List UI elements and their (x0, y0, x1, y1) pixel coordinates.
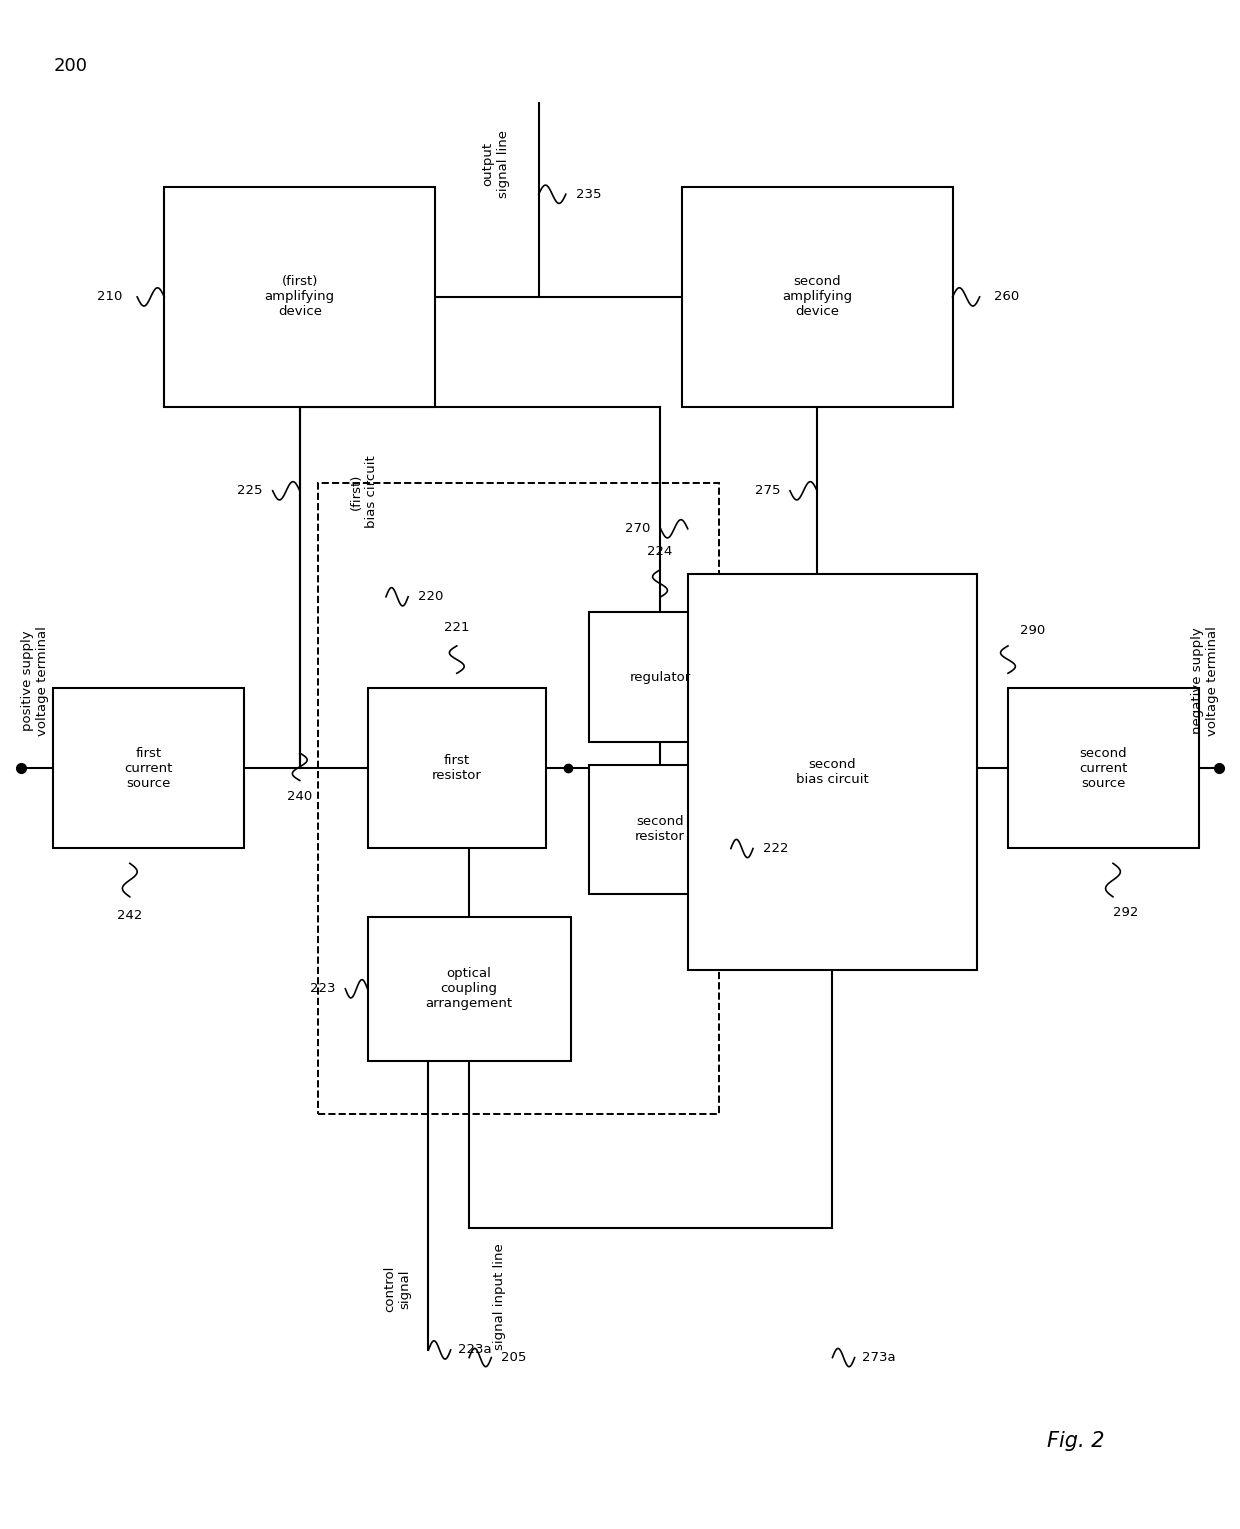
Text: negative supply
voltage terminal: negative supply voltage terminal (1192, 625, 1219, 735)
Text: 223: 223 (310, 982, 336, 995)
Text: 225: 225 (237, 485, 263, 497)
Text: 290: 290 (1021, 624, 1045, 636)
Text: second
resistor: second resistor (635, 815, 684, 842)
Bar (53, 688, 244, 849)
Text: output
signal line: output signal line (481, 130, 510, 197)
Text: 235: 235 (575, 188, 601, 200)
Bar (688, 575, 977, 969)
Text: second
bias circuit: second bias circuit (796, 758, 869, 786)
Text: first
current
source: first current source (125, 746, 174, 790)
Bar (367, 916, 570, 1061)
Text: regulator: regulator (630, 671, 691, 683)
Text: 224: 224 (647, 544, 673, 558)
Bar (164, 187, 435, 407)
Text: 240: 240 (288, 789, 312, 803)
Bar (1008, 688, 1199, 849)
Text: 292: 292 (1114, 905, 1138, 919)
Bar (319, 483, 718, 1115)
Text: 242: 242 (117, 908, 143, 922)
Text: 275: 275 (755, 485, 780, 497)
Text: 222: 222 (763, 842, 789, 855)
Text: 221: 221 (444, 621, 470, 633)
Text: second
amplifying
device: second amplifying device (782, 275, 852, 318)
Bar (589, 613, 730, 742)
Text: control
signal: control signal (383, 1266, 412, 1312)
Text: 223a: 223a (458, 1344, 492, 1356)
Text: first
resistor: first resistor (432, 754, 482, 783)
Text: signal input line: signal input line (494, 1243, 506, 1350)
Text: (first)
amplifying
device: (first) amplifying device (264, 275, 335, 318)
Text: 273a: 273a (862, 1352, 895, 1364)
Text: optical
coupling
arrangement: optical coupling arrangement (425, 968, 512, 1011)
Text: 205: 205 (501, 1352, 527, 1364)
Text: 200: 200 (53, 58, 88, 75)
Text: 220: 220 (418, 590, 444, 604)
Text: 270: 270 (625, 523, 651, 535)
Text: second
current
source: second current source (1079, 746, 1127, 790)
Text: 210: 210 (97, 291, 123, 303)
Bar (367, 688, 546, 849)
Text: 260: 260 (994, 291, 1019, 303)
Bar (682, 187, 952, 407)
Text: Fig. 2: Fig. 2 (1047, 1431, 1105, 1451)
Text: (first)
bias circuit: (first) bias circuit (350, 456, 378, 529)
Bar (589, 764, 730, 894)
Text: positive supply
voltage terminal: positive supply voltage terminal (21, 625, 48, 735)
